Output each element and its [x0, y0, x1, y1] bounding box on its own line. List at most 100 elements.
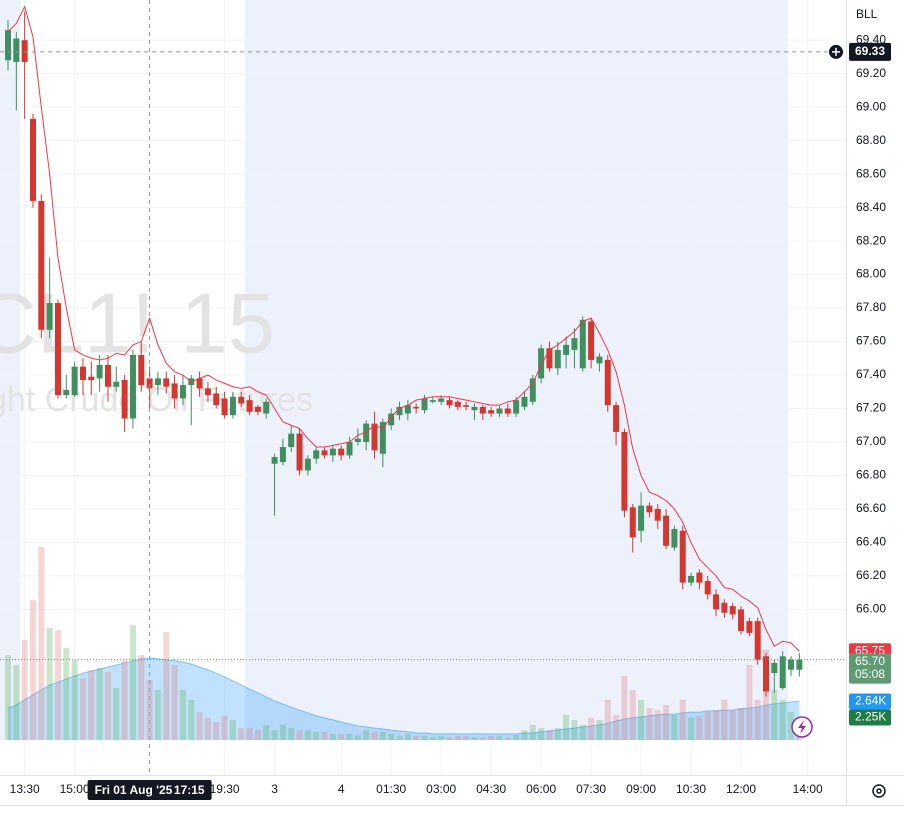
candle-body	[396, 406, 403, 416]
volume-bar	[671, 714, 678, 740]
candle-layer	[4, 11, 803, 697]
volume-bar	[713, 710, 720, 740]
candle-body	[588, 321, 595, 360]
candle-body	[54, 303, 61, 396]
candle-body	[4, 30, 11, 61]
x-tick-label: 13:30	[10, 782, 40, 796]
candle-body	[571, 338, 578, 350]
volume-bar	[621, 676, 628, 740]
volume-bar	[313, 731, 320, 740]
volume-bar	[579, 724, 586, 740]
candle-body	[413, 406, 420, 409]
candle-body	[204, 388, 211, 396]
volume-bar	[338, 733, 345, 740]
volume-bar	[463, 735, 470, 740]
candle-body	[579, 319, 586, 369]
volume-bar	[213, 721, 220, 740]
candle-body	[96, 364, 103, 379]
volume-bar	[304, 730, 311, 740]
candle-body	[154, 378, 161, 386]
volume-bar	[38, 546, 45, 740]
candle-body	[454, 401, 461, 407]
volume-bar	[263, 724, 270, 740]
x-tick-label: 14:00	[793, 782, 823, 796]
settings-icon[interactable]	[872, 784, 886, 798]
scale-label[interactable]: BLL	[856, 7, 878, 21]
volume-bar	[738, 708, 745, 740]
volume-bar	[704, 712, 711, 740]
volume-ma-last-label-box	[849, 693, 891, 710]
candle-body	[479, 406, 486, 414]
x-tick-label: 4	[338, 782, 345, 796]
volume-bar	[329, 733, 336, 740]
volume-bar	[438, 735, 445, 740]
volume-bar	[96, 667, 103, 740]
volume-bar	[429, 737, 436, 740]
candle-body	[646, 505, 653, 513]
candle-body	[546, 348, 553, 369]
candle-body	[738, 609, 745, 632]
y-tick-label: 66.40	[856, 535, 886, 549]
volume-bar	[771, 689, 778, 740]
candle-body	[246, 400, 253, 412]
candle-body	[796, 659, 803, 670]
candle-body	[321, 450, 328, 456]
volume-bar	[46, 628, 53, 740]
volume-bar	[246, 728, 253, 740]
candle-body	[379, 421, 386, 454]
volume-bar	[454, 735, 461, 740]
candle-body	[471, 406, 478, 411]
candle-body	[196, 378, 203, 389]
volume-bar	[154, 689, 161, 740]
candle-body	[354, 438, 361, 442]
volume-bar	[396, 735, 403, 740]
candle-body	[446, 400, 453, 406]
candle-body	[263, 401, 270, 414]
volume-bar	[688, 717, 695, 740]
countdown-label: 05:08	[855, 667, 885, 681]
volume-bar	[788, 712, 795, 740]
candle-body	[529, 378, 536, 402]
axes: 66.00 66.20 66.40 66.60 66.80 67.00 67.20 67.40…	[10, 32, 891, 800]
volume-bar	[129, 625, 136, 740]
crosshair-time-label: 17:15	[174, 783, 205, 797]
volume-bar	[54, 630, 61, 740]
candle-body	[71, 366, 78, 396]
y-tick-label: 66.60	[856, 501, 886, 515]
add-alert-plus	[832, 47, 840, 56]
volume-bar	[404, 733, 411, 740]
volume-bar	[571, 719, 578, 740]
candle-body	[296, 433, 303, 471]
candle-body	[329, 448, 336, 456]
x-tick-label: 03:00	[426, 782, 456, 796]
volume-bar	[479, 737, 486, 740]
volume-bar	[196, 712, 203, 740]
volume-bar	[321, 731, 328, 740]
y-tick-label: 67.40	[856, 367, 886, 381]
candle-body	[29, 118, 36, 201]
volume-bar	[146, 680, 153, 740]
volume-bar	[754, 699, 761, 740]
ema-line	[7, 5, 800, 652]
candle-body	[421, 398, 428, 411]
crosshair-price-label: 69.33	[855, 44, 885, 58]
volume-bar	[663, 705, 670, 740]
candle-body	[388, 413, 395, 426]
volume-bar	[596, 719, 603, 740]
x-tick-label: 09:00	[626, 782, 656, 796]
volume-bar	[646, 708, 653, 740]
candle-body	[146, 378, 153, 389]
volume-bar	[138, 655, 145, 740]
candle-body	[271, 457, 278, 464]
candle-body	[671, 529, 678, 548]
candle-body	[63, 390, 70, 396]
volume-bar	[204, 717, 211, 740]
volume-bar	[721, 699, 728, 740]
volume-bar	[638, 699, 645, 740]
candle-body	[163, 378, 170, 387]
candle-body	[371, 423, 378, 451]
x-tick-label: 01:30	[376, 782, 406, 796]
volume-bar	[188, 699, 195, 740]
